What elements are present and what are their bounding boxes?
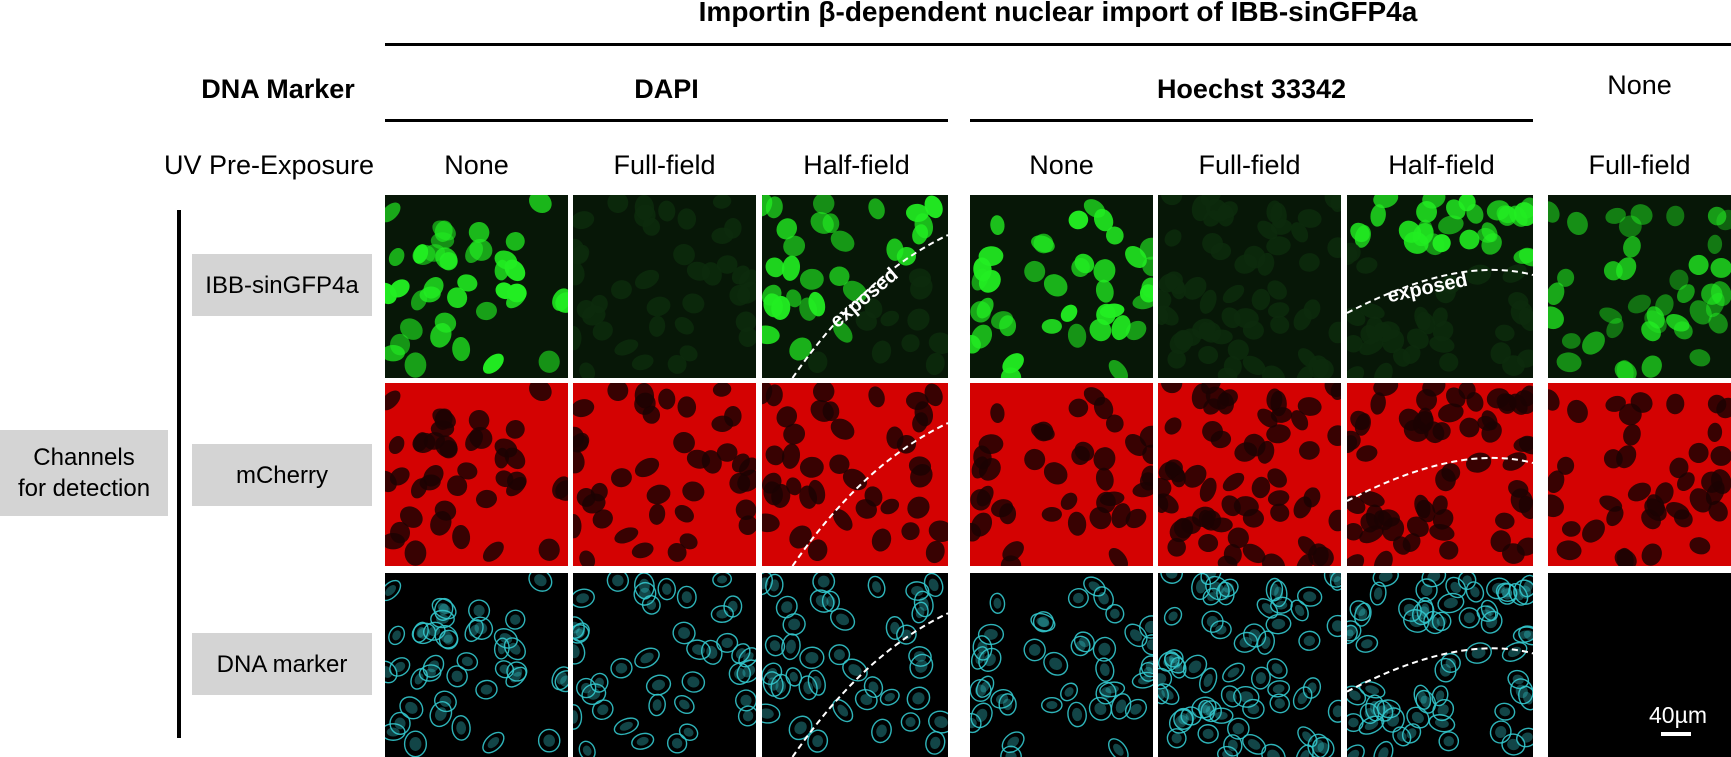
panel-dna-marker-none-full-field: [1548, 573, 1731, 757]
panel-mcherry-hoechst-none: [970, 383, 1153, 566]
panel-ibb-singfp4a-hoechst-full-field: [1158, 195, 1341, 378]
panel-dna-marker-dapi-none: [385, 573, 568, 757]
title-underline: [385, 43, 1731, 46]
micrograph-image: [970, 383, 1153, 566]
row-label-dna-marker: DNA marker: [192, 633, 372, 695]
scale-bar-label: 40µm: [1649, 702, 1707, 728]
panel-mcherry-dapi-full-field: [573, 383, 756, 566]
panel-ibb-singfp4a-hoechst-half-field: exposed: [1347, 195, 1533, 378]
condition-dapi-full-field: Full-field: [613, 150, 716, 180]
micrograph-image: [1548, 383, 1731, 566]
micrograph-image: [573, 383, 756, 566]
micrograph-image: [385, 573, 568, 757]
condition-none-full-field: Full-field: [1588, 150, 1691, 180]
condition-hoechst-none: None: [1029, 150, 1094, 180]
condition-dapi-half-field: Half-field: [803, 150, 910, 180]
micrograph-image: [1347, 383, 1533, 566]
panel-mcherry-none-full-field: [1548, 383, 1731, 566]
micrograph-image: [1158, 383, 1341, 566]
channels-axis-line-1: Channels: [33, 444, 135, 471]
row-label-mcherry: mCherry: [192, 444, 372, 506]
micrograph-image: [1158, 195, 1341, 378]
micrograph-image: [1347, 573, 1533, 757]
micrograph-image: [573, 195, 756, 378]
micrograph-image: [1158, 573, 1341, 757]
micrograph-image: [762, 195, 948, 378]
panel-ibb-singfp4a-dapi-half-field: exposed: [762, 195, 948, 378]
panel-mcherry-hoechst-half-field: [1347, 383, 1533, 566]
uv-pre-exposure-label: UV Pre-Exposure: [163, 150, 375, 180]
micrograph-image: [970, 573, 1153, 757]
panel-dna-marker-hoechst-full-field: [1158, 573, 1341, 757]
group-hoechst-label: Hoechst 33342: [1156, 74, 1347, 104]
panel-ibb-singfp4a-dapi-none: [385, 195, 568, 378]
panel-ibb-singfp4a-none-full-field: [1548, 195, 1731, 378]
panel-dna-marker-hoechst-half-field: [1347, 573, 1533, 757]
micrograph-image: [762, 383, 948, 566]
channels-axis-label: Channels for detection: [0, 430, 168, 516]
group-none-label: None: [1607, 70, 1672, 100]
channel-bracket-line: [177, 210, 181, 738]
condition-hoechst-half-field: Half-field: [1388, 150, 1495, 180]
panel-dna-marker-dapi-full-field: [573, 573, 756, 757]
micrograph-image: [385, 195, 568, 378]
condition-hoechst-full-field: Full-field: [1198, 150, 1301, 180]
hoechst-underline: [970, 119, 1533, 122]
figure-title: Importin β-dependent nuclear import of I…: [698, 0, 1418, 27]
group-dapi-label: DAPI: [634, 74, 699, 104]
dapi-underline: [385, 119, 948, 122]
panel-mcherry-hoechst-full-field: [1158, 383, 1341, 566]
micrograph-image: [385, 383, 568, 566]
panel-mcherry-dapi-half-field: [762, 383, 948, 566]
micrograph-image: [1548, 573, 1731, 757]
panel-ibb-singfp4a-dapi-full-field: [573, 195, 756, 378]
micrograph-image: [573, 573, 756, 757]
panel-dna-marker-dapi-half-field: [762, 573, 948, 757]
row-label-ibb-singfp4a: IBB-sinGFP4a: [192, 254, 372, 316]
panel-mcherry-dapi-none: [385, 383, 568, 566]
dna-marker-label: DNA Marker: [201, 74, 355, 104]
channels-axis-line-2: for detection: [17, 475, 151, 502]
condition-dapi-none: None: [444, 150, 509, 180]
micrograph-image: [762, 573, 948, 757]
panel-dna-marker-hoechst-none: [970, 573, 1153, 757]
micrograph-image: [1347, 195, 1533, 378]
panel-ibb-singfp4a-hoechst-none: [970, 195, 1153, 378]
micrograph-image: [1548, 195, 1731, 378]
micrograph-image: [970, 195, 1153, 378]
scale-bar: [1661, 732, 1691, 736]
